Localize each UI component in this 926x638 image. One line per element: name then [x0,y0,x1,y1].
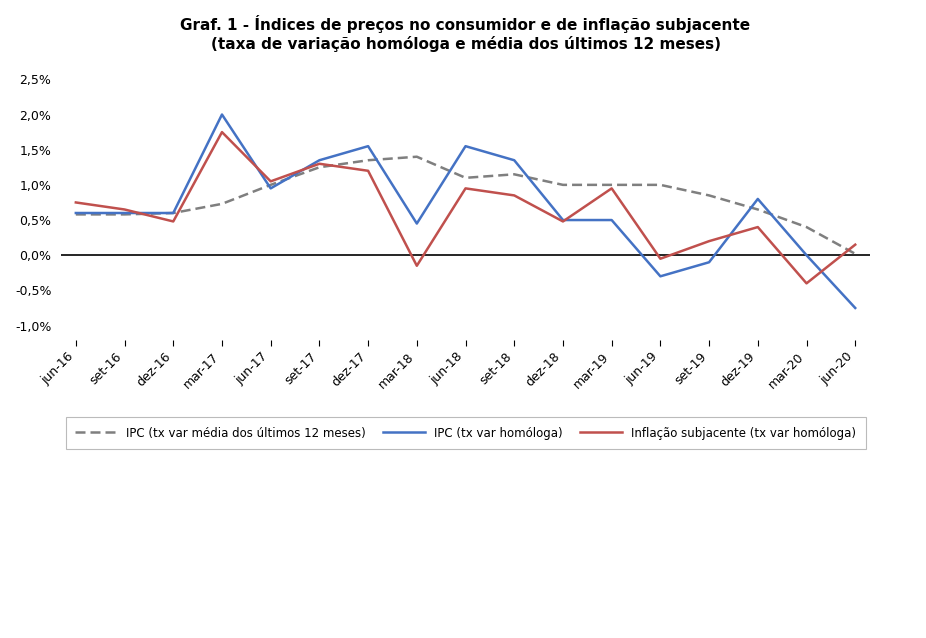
Title: Graf. 1 - Índices de preços no consumidor e de inflação subjacente
(taxa de vari: Graf. 1 - Índices de preços no consumido… [181,15,751,52]
Legend: IPC (tx var média dos últimos 12 meses), IPC (tx var homóloga), Inflação subjace: IPC (tx var média dos últimos 12 meses),… [66,417,866,449]
